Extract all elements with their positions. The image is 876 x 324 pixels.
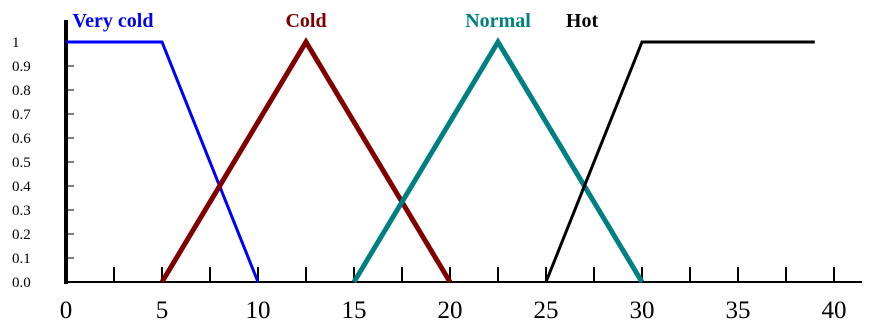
x-tick-label: 20	[438, 297, 463, 324]
y-tick-label: 0.7	[12, 107, 31, 123]
y-tick-label: 0.8	[12, 83, 31, 99]
series-label: Cold	[285, 10, 326, 32]
x-tick-label: 30	[630, 297, 655, 324]
series-lines	[66, 37, 815, 284]
x-tick-label: 0	[60, 297, 73, 324]
x-tick-label: 5	[156, 297, 169, 324]
series-labels: Very cold Cold Normal Hot	[73, 10, 599, 32]
x-tick-label: 10	[246, 297, 271, 324]
y-tick-label: 0.4	[12, 179, 31, 195]
series-line-cold	[159, 37, 453, 284]
y-tick-label: 0.3	[12, 203, 31, 219]
series-label: Very cold	[73, 10, 154, 32]
x-tick-label: 25	[534, 297, 559, 324]
series-label: Hot	[566, 10, 599, 32]
series-label: Normal	[465, 10, 531, 32]
y-ticks: 0.0 0.1 0.2 0.3 0.4 0.5 0.6 0.7 0.8 0.9 1	[12, 35, 74, 291]
y-tick-label: 0.1	[12, 251, 31, 267]
series-line-very-cold	[66, 40, 260, 283]
x-tick-label: 35	[726, 297, 751, 324]
x-ticks: 0 5 10 15 20 25 30 35 40	[60, 267, 847, 324]
y-tick-label: 0.5	[12, 155, 31, 171]
series-line-hot	[544, 40, 815, 283]
series-line-normal	[351, 37, 645, 284]
x-tick-label: 15	[342, 297, 367, 324]
y-tick-label: 0.6	[12, 131, 31, 147]
x-tick-label: 40	[822, 297, 847, 324]
y-tick-label: 0.2	[12, 227, 31, 243]
y-tick-label: 0.9	[12, 59, 31, 75]
y-tick-label: 0.0	[12, 275, 31, 291]
y-tick-label: 1	[12, 35, 20, 51]
